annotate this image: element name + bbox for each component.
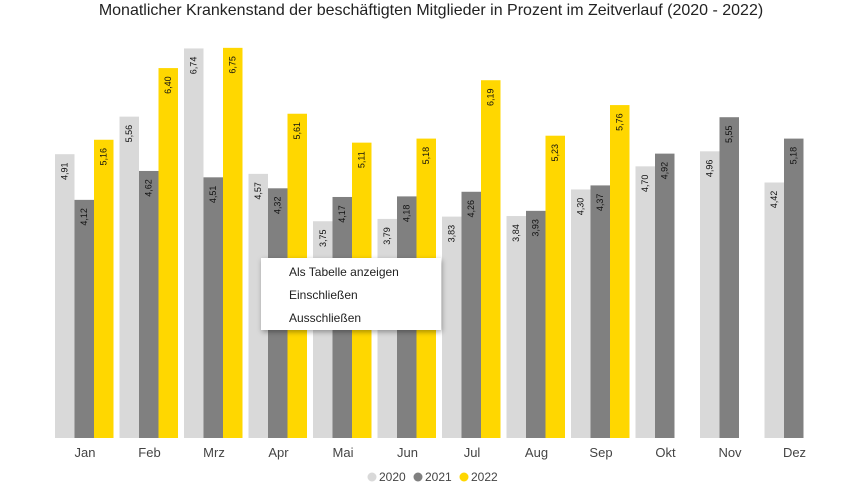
bar-feb-2022[interactable] — [158, 68, 179, 438]
bar-feb-2021[interactable] — [139, 170, 159, 439]
bar-okt-2021[interactable] — [655, 153, 675, 438]
x-tick-mrz: Mrz — [203, 445, 225, 460]
bar-sep-2020[interactable] — [571, 189, 591, 438]
data-label-aug-2020: 3,84 — [511, 224, 521, 242]
data-label-jun-2021: 4,18 — [402, 205, 412, 223]
data-label-mrz-2022: 6,75 — [228, 56, 238, 74]
data-label-sep-2021: 4,37 — [595, 194, 605, 212]
legend-marker-2020[interactable] — [367, 472, 377, 482]
bar-jan-2020[interactable] — [55, 154, 75, 438]
legend-marker-2021[interactable] — [413, 472, 423, 482]
data-label-nov-2021: 5,55 — [724, 125, 734, 143]
bars-layer — [55, 47, 804, 439]
menu-item-show-as-table[interactable]: Als Tabelle anzeigen — [289, 265, 399, 279]
chart-title: Monatlicher Krankenstand der beschäftigt… — [98, 2, 764, 19]
legend: 2020 2021 2022 — [367, 470, 498, 484]
data-label-mai-2022: 5,11 — [357, 151, 367, 168]
x-tick-jun: Jun — [397, 445, 418, 460]
data-label-apr-2022: 5,61 — [292, 122, 302, 140]
data-label-sep-2020: 4,30 — [576, 198, 586, 216]
x-axis: Jan Feb Mrz Apr Mai Jun Jul Aug Sep Okt Nov Dez — [75, 445, 807, 460]
x-tick-aug: Aug — [525, 445, 548, 460]
menu-item-include[interactable]: Einschließen — [289, 288, 358, 302]
bar-apr-2020[interactable] — [248, 173, 269, 438]
data-label-mai-2021: 4,17 — [337, 205, 347, 223]
data-label-jun-2020: 3,79 — [382, 227, 392, 245]
x-tick-apr: Apr — [268, 445, 289, 460]
data-label-feb-2021: 4,62 — [144, 179, 154, 197]
bar-okt-2020[interactable] — [635, 166, 656, 438]
data-label-jul-2020: 3,83 — [447, 225, 457, 243]
bar-mrz-2022[interactable] — [223, 47, 243, 438]
bar-jul-2022[interactable] — [481, 80, 501, 438]
data-label-okt-2021: 4,92 — [660, 162, 670, 180]
data-label-mai-2020: 3,75 — [318, 229, 328, 247]
legend-label-2020[interactable]: 2020 — [379, 470, 406, 484]
bar-jul-2021[interactable] — [461, 191, 482, 438]
x-tick-okt: Okt — [655, 445, 676, 460]
data-label-mrz-2020: 6,74 — [189, 57, 199, 75]
data-label-dez-2021: 5,18 — [789, 147, 799, 165]
legend-marker-2022[interactable] — [459, 472, 469, 482]
data-label-nov-2020: 4,96 — [705, 160, 715, 178]
data-label-apr-2020: 4,57 — [253, 182, 263, 200]
bar-sep-2022[interactable] — [610, 105, 630, 439]
bar-jul-2020[interactable] — [442, 216, 462, 438]
data-label-dez-2020: 4,42 — [769, 191, 779, 209]
context-menu: Als Tabelle anzeigen Einschließen Aussch… — [261, 258, 441, 330]
x-tick-sep: Sep — [589, 445, 612, 460]
bar-mrz-2020[interactable] — [184, 48, 204, 438]
menu-item-exclude[interactable]: Ausschließen — [289, 311, 362, 325]
bar-sep-2021[interactable] — [590, 185, 611, 438]
data-label-aug-2021: 3,93 — [531, 219, 541, 237]
data-label-mrz-2021: 4,51 — [208, 186, 218, 204]
data-label-feb-2020: 5,56 — [124, 125, 134, 143]
x-tick-mai: Mai — [333, 445, 354, 460]
x-tick-dez: Dez — [783, 445, 806, 460]
data-label-jul-2022: 6,19 — [486, 88, 496, 106]
data-label-jun-2022: 5,18 — [421, 147, 431, 165]
bar-aug-2022[interactable] — [545, 135, 566, 438]
bar-mrz-2021[interactable] — [203, 177, 224, 438]
bar-nov-2021[interactable] — [719, 117, 740, 439]
x-tick-jan: Jan — [75, 445, 96, 460]
bar-jan-2022[interactable] — [94, 139, 114, 438]
bar-aug-2020[interactable] — [506, 216, 527, 438]
data-label-jan-2022: 5,16 — [99, 148, 109, 166]
data-label-okt-2020: 4,70 — [640, 175, 650, 193]
value-labels-layer: 4,91 4,12 5,16 5,56 4,62 6,40 6,74 4,51 6,75 4,57… — [60, 56, 799, 247]
data-label-jan-2021: 4,12 — [79, 208, 89, 226]
x-tick-jul: Jul — [464, 445, 481, 460]
data-label-feb-2022: 6,40 — [163, 76, 173, 94]
data-label-aug-2022: 5,23 — [550, 144, 560, 162]
bar-jan-2021[interactable] — [74, 199, 95, 438]
data-label-sep-2022: 5,76 — [615, 113, 625, 131]
bar-nov-2020[interactable] — [700, 151, 720, 438]
legend-label-2022[interactable]: 2022 — [471, 470, 498, 484]
bar-dez-2021[interactable] — [784, 138, 804, 438]
data-label-jan-2020: 4,91 — [60, 162, 70, 180]
legend-label-2021[interactable]: 2021 — [425, 470, 452, 484]
bar-dez-2020[interactable] — [764, 182, 785, 438]
x-tick-feb: Feb — [138, 445, 160, 460]
bar-aug-2021[interactable] — [526, 210, 546, 438]
bar-feb-2020[interactable] — [119, 116, 140, 438]
data-label-apr-2021: 4,32 — [273, 197, 283, 215]
x-tick-nov: Nov — [718, 445, 742, 460]
data-label-jul-2021: 4,26 — [466, 200, 476, 218]
